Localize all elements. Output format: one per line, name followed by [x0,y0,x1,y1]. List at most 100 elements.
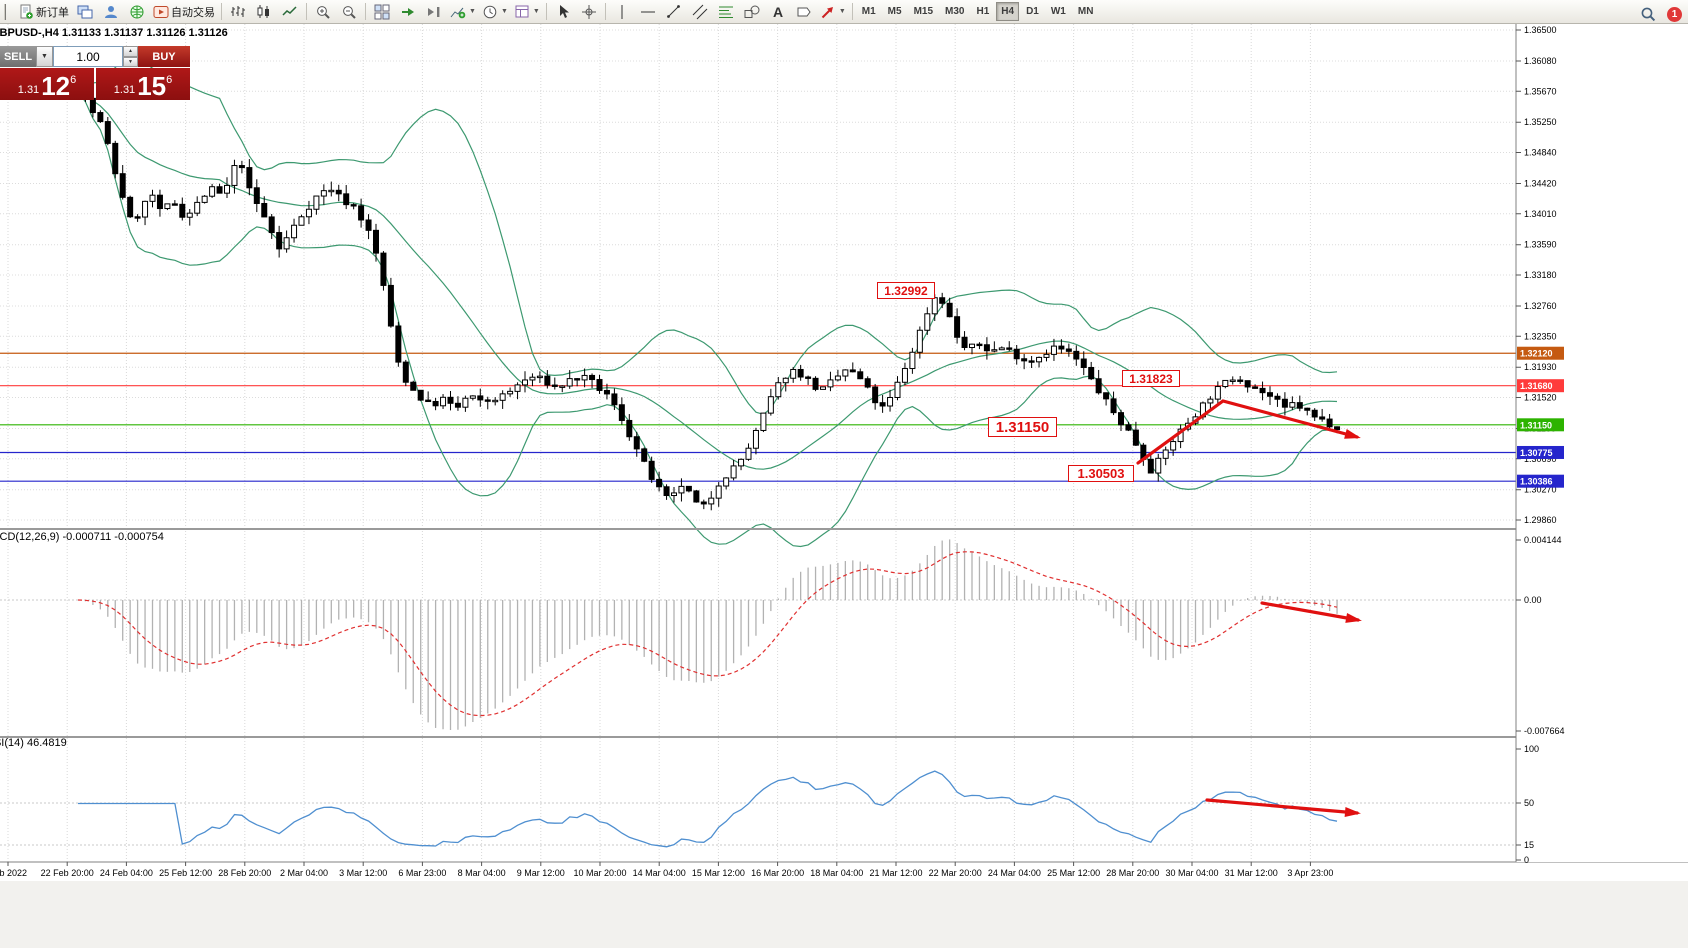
horizontal-line-button[interactable] [635,1,661,23]
arrows-tool-button[interactable]: ▼ [817,1,849,23]
svg-text:0: 0 [1524,855,1529,865]
svg-text:-0.007664: -0.007664 [1524,726,1565,736]
price-annotation[interactable]: 1.31150 [988,417,1057,437]
timeframe-w1-button[interactable]: W1 [1050,6,1066,17]
label-icon [797,7,811,16]
svg-text:0.004144: 0.004144 [1524,535,1562,545]
svg-text:100: 100 [1524,744,1539,754]
buy-button[interactable]: BUY [138,46,190,67]
timeframe-h4-button[interactable]: H4 [996,2,1020,21]
clock-icon [483,5,497,18]
text-button[interactable]: A [765,1,791,23]
svg-text:30 Mar 04:00: 30 Mar 04:00 [1165,868,1218,878]
svg-text:15 Mar 12:00: 15 Mar 12:00 [692,868,745,878]
svg-text:28 Mar 20:00: 28 Mar 20:00 [1106,868,1159,878]
dropdown-caret-icon: ▼ [838,8,846,15]
timeframe-m1-button[interactable]: M1 [861,6,876,17]
svg-text:10 Mar 20:00: 10 Mar 20:00 [573,868,626,878]
time-axis[interactable]: Feb 2022 22 Feb 20:00 24 Feb 04:00 25 Feb 1… [0,862,1333,878]
template-icon [515,5,529,17]
trendline-button[interactable] [661,1,687,23]
candle-chart-button[interactable] [251,1,277,23]
auto-trading-button-label: 自动交易 [171,6,215,19]
shapes-button[interactable] [739,1,765,23]
chart-shift-button[interactable] [421,1,447,23]
dropdown-caret-icon: ▼ [469,8,476,15]
rsi-layer [78,770,1338,848]
timeframe-mn-button[interactable]: MN [1077,6,1094,17]
toolbar-grip[interactable] [4,3,11,20]
fibonacci-button[interactable] [713,1,739,23]
auto-scroll-button[interactable] [395,1,421,23]
volume-down-button[interactable]: ▼ [123,56,138,67]
plus-chart-icon [450,7,466,18]
new-order-button[interactable]: 新订单 [15,1,72,23]
svg-text:2 Mar 04:00: 2 Mar 04:00 [280,868,328,878]
rsi-value: 46.4819 [26,737,67,749]
panel-frames [0,528,1688,948]
macd-header: MACD(12,26,9) -0.000711 -0.000754 [0,531,164,543]
rsi-header: RSI(14) 46.4819 [0,737,67,749]
toolbar: 新订单 自动交易 ▼ ▼ ▼ A ▼ M1 M5 M15 M30 H1 H4 D1 W1 MN 1 [0,0,1688,24]
scroll-icon [402,7,414,16]
price-annotation[interactable]: 1.32992 [877,282,935,299]
volume-dropdown[interactable]: ▼ [36,46,53,67]
community-button[interactable] [124,1,150,23]
auto-trading-button[interactable]: 自动交易 [150,1,218,23]
candles-layer[interactable] [75,86,1341,511]
price-axis[interactable]: 1.36500 1.36080 1.35670 1.35250 1.34840 1.344… [1515,24,1688,865]
timeframe-h1-button[interactable]: H1 [976,6,990,17]
window-icon [77,5,93,18]
dropdown-caret-icon: ▼ [500,8,508,15]
buy-price-display[interactable]: 1.31 15 6 [96,68,190,100]
sell-price-sup: 6 [70,74,77,86]
bar-chart-button[interactable] [225,1,251,23]
toolbar-separator [851,3,853,20]
trend-arrows[interactable] [1136,399,1362,817]
volume-input[interactable]: 1.00 [53,46,123,67]
volume-up-button[interactable]: ▲ [123,46,138,57]
charts-window-button[interactable] [72,1,98,23]
timeframe-d1-button[interactable]: D1 [1026,6,1039,17]
svg-text:1.30270: 1.30270 [1524,485,1557,495]
macd-value-1: -0.000711 [62,531,112,543]
channel-icon [692,4,708,19]
timeframe-m5-button[interactable]: M5 [887,6,902,17]
svg-text:16 Mar 20:00: 16 Mar 20:00 [751,868,804,878]
cursor-icon [559,4,569,18]
profiles-button[interactable]: ▼ [479,1,511,23]
svg-text:1.35670: 1.35670 [1524,86,1557,96]
line-icon [282,5,297,16]
svg-text:25 Feb 12:00: 25 Feb 12:00 [159,868,212,878]
text-label-button[interactable] [791,1,817,23]
svg-text:24 Feb 04:00: 24 Feb 04:00 [100,868,153,878]
timeframe-m30-button[interactable]: M30 [945,6,965,17]
sell-price-display[interactable]: 1.31 12 6 [0,68,94,100]
sell-button[interactable]: SELL [0,46,36,67]
line-chart-button[interactable] [277,1,303,23]
tile-windows-button[interactable] [369,1,395,23]
price-annotation[interactable]: 1.31823 [1122,370,1180,387]
toolbar-separator [306,3,307,20]
zoom-in-icon [317,5,330,19]
level-lines-layer[interactable] [0,352,1516,482]
templates-button[interactable]: ▼ [511,1,543,23]
search-icon[interactable] [1635,3,1661,25]
price-annotation[interactable]: 1.30503 [1068,465,1134,482]
cursor-button[interactable] [550,1,576,23]
notification-badge[interactable]: 1 [1667,6,1682,22]
profile-button[interactable] [98,1,124,23]
zoom-out-button[interactable] [336,1,362,23]
svg-text:1.29860: 1.29860 [1524,515,1557,525]
zoom-in-button[interactable] [310,1,336,23]
new-chart-button[interactable]: ▼ [447,1,479,23]
svg-text:1.30386: 1.30386 [1520,477,1553,487]
grid-layer [0,24,1516,862]
channel-button[interactable] [687,1,713,23]
crosshair-button[interactable] [576,1,602,23]
timeframe-m15-button[interactable]: M15 [913,6,934,17]
vertical-line-button[interactable] [609,1,635,23]
svg-text:1.32760: 1.32760 [1524,301,1557,311]
macd-title: MACD(12,26,9) [0,531,60,543]
